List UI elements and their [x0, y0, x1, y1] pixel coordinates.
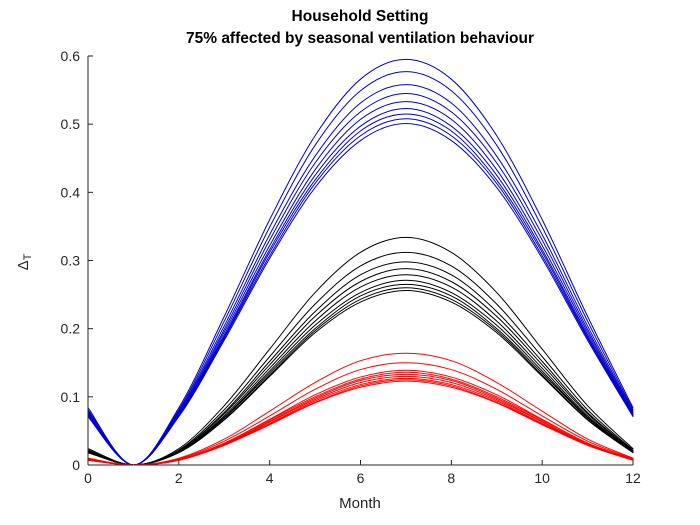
y-tick-label: 0 [72, 457, 80, 473]
curve-red-2 [87, 362, 634, 466]
x-axis-label: Month [339, 495, 381, 512]
x-tick-label: 4 [266, 470, 274, 486]
x-tick-label: 10 [534, 470, 550, 486]
curve-blue-7 [87, 113, 634, 466]
curve-blue-4 [87, 92, 634, 466]
chart-subtitle: 75% affected by seasonal ventilation beh… [186, 30, 534, 47]
curve-black-9 [87, 289, 634, 466]
curve-red-1 [87, 352, 634, 466]
x-tick-label: 8 [447, 470, 455, 486]
curve-blue-1 [87, 58, 634, 466]
curve-black-6 [87, 279, 634, 466]
y-axis-label: ΔT [15, 253, 34, 270]
curve-black-4 [87, 268, 634, 466]
x-tick-label: 2 [175, 470, 183, 486]
y-tick-label: 0.1 [61, 389, 81, 405]
y-tick-label: 0.6 [61, 48, 81, 64]
curve-red-6 [87, 375, 634, 466]
x-tick-label: 0 [84, 470, 92, 486]
curve-black-2 [87, 251, 634, 466]
y-tick-label: 0.3 [61, 253, 81, 269]
x-tick-label: 12 [625, 470, 641, 486]
curve-black-1 [87, 236, 634, 466]
curve-blue-9 [87, 122, 634, 466]
y-tick-label: 0.2 [61, 321, 81, 337]
y-tick-label: 0.4 [61, 184, 81, 200]
curve-black-8 [87, 287, 634, 466]
y-tick-label: 0.5 [61, 116, 81, 132]
y-axis-label-base: Δ [15, 260, 32, 270]
curve-red-5 [87, 373, 634, 466]
curve-blue-8 [87, 118, 634, 466]
curve-blue-5 [87, 101, 634, 466]
data-series [87, 58, 634, 466]
axes: 0 2 4 6 8 10 12 0 0.1 0.2 0.3 0.4 0.5 0.6 [61, 48, 641, 486]
curve-blue-2 [87, 71, 634, 466]
y-axis-label-sub: T [22, 253, 34, 260]
x-tick-label: 6 [357, 470, 365, 486]
chart-title: Household Setting [292, 8, 429, 25]
curve-blue-3 [87, 84, 634, 466]
